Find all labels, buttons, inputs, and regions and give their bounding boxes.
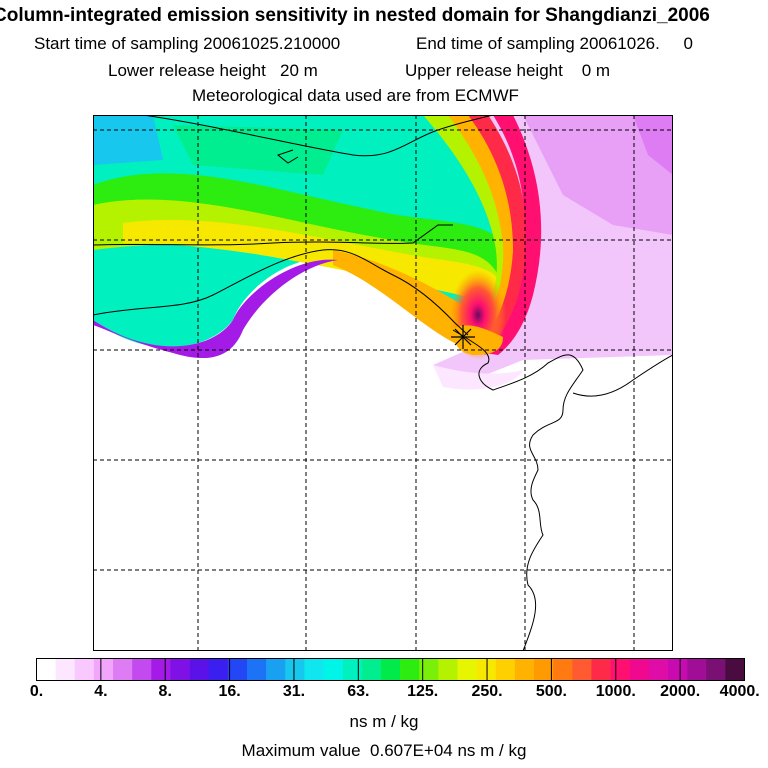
colorbar-cell [610, 658, 630, 681]
colorbar-cell [380, 658, 401, 681]
receptor-marker [451, 325, 475, 349]
colorbar-tick-label: 16. [218, 683, 241, 700]
colorbar-tick-label: 31. [282, 683, 306, 700]
colorbar [36, 658, 745, 681]
colorbar-cell [438, 658, 458, 681]
graticule [93, 115, 673, 651]
start-time-line: Start time of sampling 20061025.210000 [34, 34, 341, 53]
colorbar-cells [36, 658, 745, 681]
colorbar-units: ns m / kg [349, 712, 419, 731]
field-arc-red [468, 115, 527, 355]
colorbar-tick-label: 1000. [595, 683, 636, 700]
field-purple-edge [93, 259, 338, 359]
coastlines-borders [93, 115, 673, 651]
colorbar-cell [304, 658, 324, 681]
colorbar-cell [342, 658, 363, 681]
colorbar-cell [170, 658, 190, 681]
colorbar-cell [208, 658, 229, 681]
colorbar-cell [132, 658, 152, 681]
colorbar-tick-label: 4. [94, 683, 108, 700]
colorbar-tick-marks [36, 658, 745, 681]
colorbar-tick-label: 63. [347, 683, 370, 700]
field-orange-plume [333, 250, 480, 347]
coastline-bohai [93, 249, 469, 336]
field-light-magenta [523, 115, 673, 235]
colorbar-cell [266, 658, 286, 681]
colorbar-cell [189, 658, 210, 681]
colorbar-cell [687, 658, 707, 681]
colorbar-cell [591, 658, 611, 681]
colorbar-cell [457, 658, 477, 681]
map-frame [93, 115, 673, 651]
lower-release-value: 20 m [280, 61, 318, 80]
colorbar-cell [151, 658, 171, 681]
colorbar-cell [227, 658, 248, 681]
coastline-east [452, 329, 584, 651]
colorbar-cell [55, 658, 76, 681]
field-green-a [173, 125, 343, 175]
colorbar-tick-label: 125. [407, 683, 439, 700]
colorbar-cell [629, 658, 650, 681]
colorbar-cell [725, 658, 745, 681]
colorbar-cell [706, 658, 726, 681]
colorbar-tick-label: 4000. [719, 683, 760, 700]
colorbar-cell [285, 658, 305, 681]
upper-release-value: 0 m [581, 61, 611, 80]
colorbar-cell [476, 658, 497, 681]
colorbar-cell [361, 658, 382, 681]
colorbar-cell [667, 658, 688, 681]
colorbar-cell [572, 658, 592, 681]
colorbar-cell [648, 658, 669, 681]
maximum-value-text: Maximum value 0.607E+04 ns m / kg [241, 741, 527, 760]
colorbar-tick-label: 8. [158, 683, 172, 700]
colorbar-cell [74, 658, 95, 681]
coast-detail [276, 149, 299, 164]
colorbar-cell [36, 658, 56, 681]
start-time-value: 20061025.210000 [203, 34, 341, 53]
colorbar-tick-label: 0. [29, 683, 44, 700]
border-mid [93, 224, 453, 246]
border-north [142, 115, 494, 157]
colorbar-cell [93, 658, 114, 681]
colorbar-cell [400, 658, 420, 681]
colorbar-tick-label: 500. [535, 683, 567, 700]
colorbar-frame [36, 658, 745, 681]
upper-release-line: Upper release height 0 m [405, 61, 611, 80]
colorbar-cell [113, 658, 133, 681]
field-faint-tail [433, 365, 523, 390]
end-time-value: 20061026. 0 [579, 34, 693, 53]
emission-sensitivity-map [93, 115, 673, 651]
colorbar-cell [323, 658, 343, 681]
colorbar-cell [553, 658, 573, 681]
met-data-line: Meteorological data used are from ECMWF [192, 86, 519, 105]
colorbar-cell [534, 658, 554, 681]
colorbar-cell [419, 658, 439, 681]
colorbar-cell [246, 658, 267, 681]
lower-release-line: Lower release height 20 m [108, 61, 318, 80]
colorbar-cell [495, 658, 516, 681]
plot-title: Column-integrated emission sensitivity i… [0, 5, 710, 26]
field-cyan [93, 115, 163, 165]
colorbar-cell [514, 658, 535, 681]
coastline-peninsula [572, 354, 673, 397]
colorbar-tick-label: 2000. [660, 683, 701, 700]
colorbar-tick-label: 250. [471, 683, 503, 700]
field-arc-pink [485, 115, 542, 355]
end-time-line: End time of sampling 20061026. 0 [416, 34, 693, 53]
